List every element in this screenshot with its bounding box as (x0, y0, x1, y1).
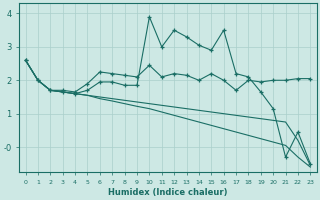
X-axis label: Humidex (Indice chaleur): Humidex (Indice chaleur) (108, 188, 228, 197)
